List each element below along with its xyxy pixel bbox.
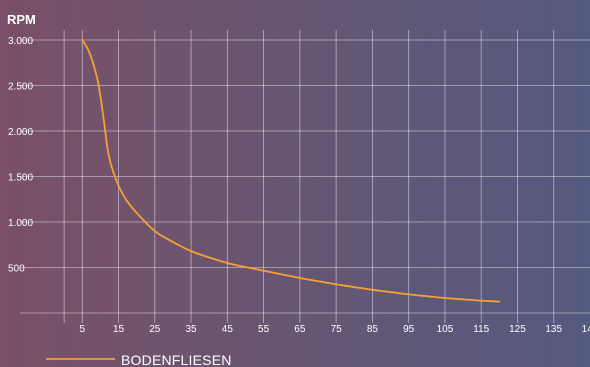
x-tick-label: 95 [403, 324, 415, 335]
y-tick-label: 2.000 [8, 127, 33, 138]
x-axis-ticks: 5 15 25 35 45 55 65 75 85 95 105 115 125 135 145 [79, 324, 590, 335]
x-tick-label: 5 [79, 324, 85, 335]
y-axis-label: RPM [7, 12, 36, 27]
x-tick-label: 65 [294, 324, 306, 335]
x-tick-label: 145 [582, 324, 590, 335]
x-tick-label: 105 [437, 324, 454, 335]
x-tick-label: 115 [473, 324, 489, 335]
x-tick-label: 125 [509, 324, 526, 335]
x-tick-label: 55 [258, 324, 270, 335]
y-tick-label: 2.500 [8, 82, 33, 93]
x-tick-label: 15 [113, 324, 125, 335]
x-tick-label: 85 [367, 324, 379, 335]
legend[interactable]: BODENFLIESEN [46, 352, 232, 367]
legend-label-bodenfliesen: BODENFLIESEN [121, 352, 232, 367]
grid [20, 30, 590, 323]
series-layer [81, 39, 501, 303]
x-tick-label: 25 [149, 324, 161, 335]
y-tick-label: 3.000 [8, 36, 33, 47]
y-tick-label: 1.500 [8, 173, 33, 184]
x-tick-label: 45 [222, 324, 234, 335]
y-tick-label: 500 [8, 264, 25, 275]
x-tick-label: 135 [545, 324, 562, 335]
y-tick-label: 1.000 [8, 218, 33, 229]
x-tick-label: 75 [331, 324, 343, 335]
x-tick-label: 35 [186, 324, 198, 335]
series-line-bodenfliesen [81, 39, 501, 303]
y-axis-ticks: 500 1.000 1.500 2.000 2.500 3.000 [8, 36, 33, 275]
